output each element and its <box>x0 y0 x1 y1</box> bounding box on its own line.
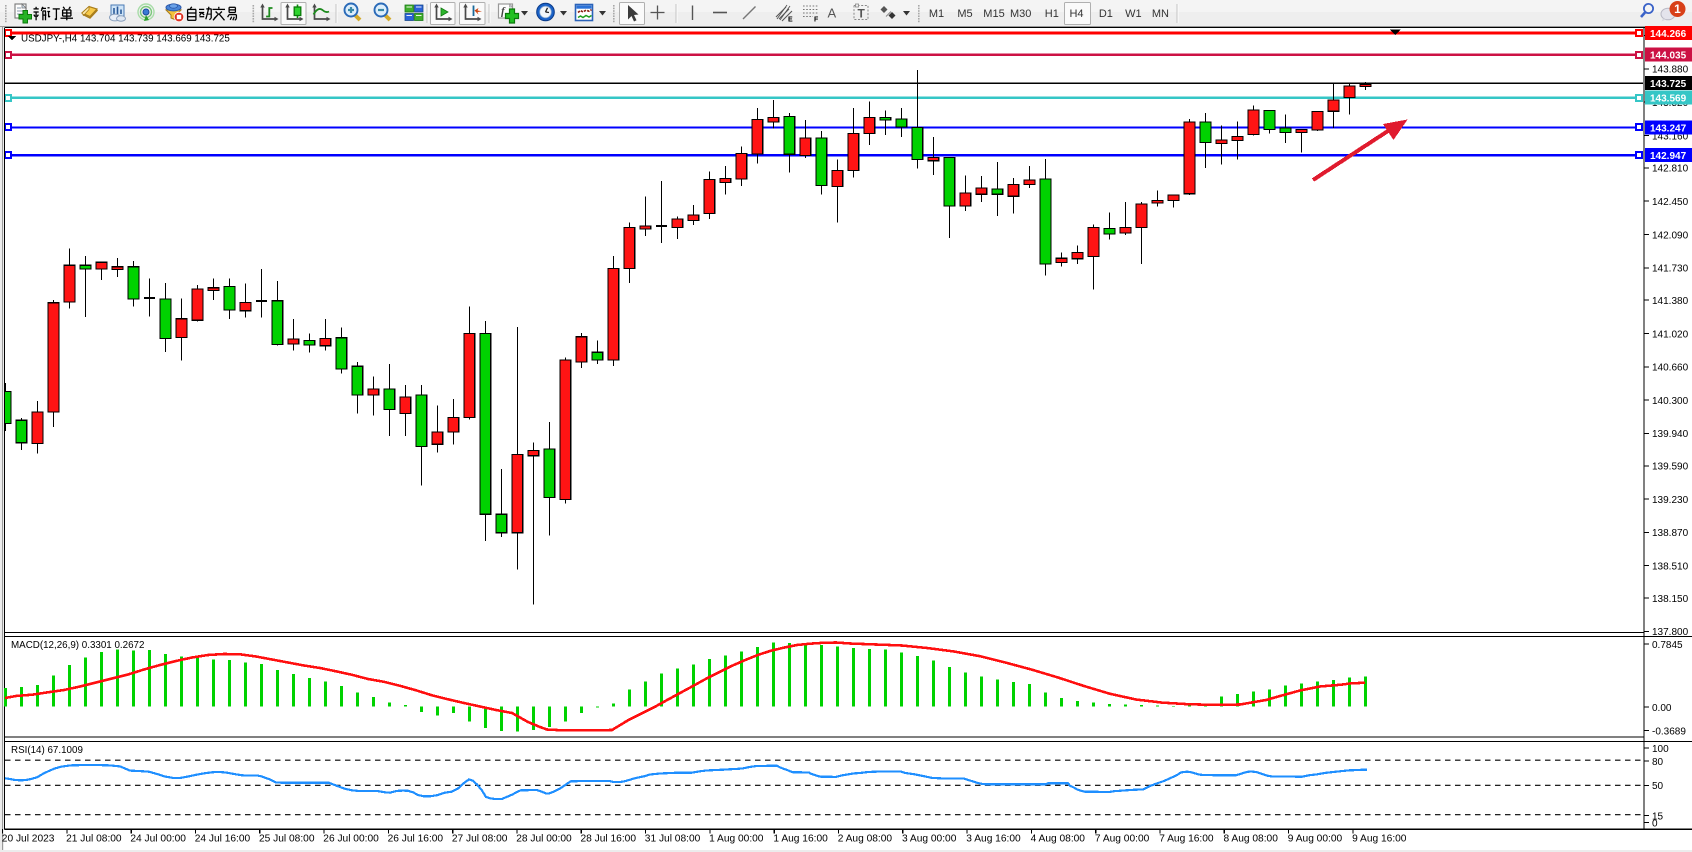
svg-text:0: 0 <box>1652 818 1658 829</box>
svg-text:24 Jul 16:00: 24 Jul 16:00 <box>195 834 251 845</box>
svg-text:138.510: 138.510 <box>1652 562 1689 573</box>
svg-text:MN: MN <box>1152 8 1169 20</box>
svg-text:141.730: 141.730 <box>1652 264 1689 275</box>
svg-text:8 Aug 08:00: 8 Aug 08:00 <box>1224 834 1279 845</box>
svg-text:USDJPY-,H4 143.704 143.739 14: USDJPY-,H4 143.704 143.739 143.669 143.7… <box>21 34 230 45</box>
svg-text:D1: D1 <box>1099 8 1113 20</box>
svg-text:3 Aug 16:00: 3 Aug 16:00 <box>966 834 1021 845</box>
svg-text:143.725: 143.725 <box>1650 79 1687 90</box>
svg-text:0.7845: 0.7845 <box>1652 640 1683 651</box>
svg-text:H1: H1 <box>1045 8 1059 20</box>
svg-text:138.870: 138.870 <box>1652 528 1689 539</box>
svg-text:139.230: 139.230 <box>1652 495 1689 506</box>
svg-text:9 Aug 16:00: 9 Aug 16:00 <box>1352 834 1407 845</box>
svg-text:-0.3689: -0.3689 <box>1652 726 1686 737</box>
svg-text:142.810: 142.810 <box>1652 164 1689 175</box>
svg-text:H4: H4 <box>1069 8 1083 20</box>
svg-text:143.880: 143.880 <box>1652 65 1689 76</box>
svg-text:2 Aug 08:00: 2 Aug 08:00 <box>838 834 893 845</box>
svg-text:RSI(14) 67.1009: RSI(14) 67.1009 <box>11 745 83 756</box>
svg-text:15: 15 <box>1652 811 1664 822</box>
svg-text:28 Jul 16:00: 28 Jul 16:00 <box>581 834 637 845</box>
svg-text:141.380: 141.380 <box>1652 296 1689 307</box>
svg-text:MACD(12,26,9) 0.3301 0.2672: MACD(12,26,9) 0.3301 0.2672 <box>11 640 144 651</box>
svg-text:A: A <box>828 6 837 21</box>
svg-text:f: f <box>501 6 506 18</box>
svg-text:50: 50 <box>1652 781 1664 792</box>
svg-text:28 Jul 00:00: 28 Jul 00:00 <box>516 834 572 845</box>
svg-text:137.800: 137.800 <box>1652 627 1689 638</box>
svg-text:31 Jul 08:00: 31 Jul 08:00 <box>645 834 701 845</box>
svg-text:T: T <box>858 7 866 21</box>
svg-text:0.00: 0.00 <box>1652 703 1672 714</box>
svg-text:144.266: 144.266 <box>1650 29 1687 40</box>
svg-text:144.035: 144.035 <box>1650 51 1687 62</box>
svg-text:140.660: 140.660 <box>1652 363 1689 374</box>
svg-text:138.150: 138.150 <box>1652 594 1689 605</box>
svg-text:M1: M1 <box>929 8 944 20</box>
svg-text:20 Jul 2023: 20 Jul 2023 <box>2 834 55 845</box>
svg-text:142.090: 142.090 <box>1652 230 1689 241</box>
svg-text:7 Aug 16:00: 7 Aug 16:00 <box>1159 834 1214 845</box>
svg-text:140.300: 140.300 <box>1652 396 1689 407</box>
svg-text:24 Jul 00:00: 24 Jul 00:00 <box>130 834 186 845</box>
svg-text:80: 80 <box>1652 757 1664 768</box>
svg-text:139.940: 139.940 <box>1652 429 1689 440</box>
svg-text:26 Jul 16:00: 26 Jul 16:00 <box>388 834 444 845</box>
svg-text:3 Aug 00:00: 3 Aug 00:00 <box>902 834 957 845</box>
svg-text:143.569: 143.569 <box>1650 94 1687 105</box>
svg-text:F: F <box>814 17 819 24</box>
svg-text:4 Aug 08:00: 4 Aug 08:00 <box>1031 834 1086 845</box>
svg-text:W1: W1 <box>1125 8 1142 20</box>
svg-text:27 Jul 08:00: 27 Jul 08:00 <box>452 834 508 845</box>
svg-text:25 Jul 08:00: 25 Jul 08:00 <box>259 834 315 845</box>
svg-text:100: 100 <box>1652 744 1669 755</box>
svg-text:9 Aug 00:00: 9 Aug 00:00 <box>1288 834 1343 845</box>
svg-text:143.247: 143.247 <box>1650 124 1687 135</box>
svg-text:M5: M5 <box>957 8 972 20</box>
svg-text:1 Aug 16:00: 1 Aug 16:00 <box>773 834 828 845</box>
svg-text:7 Aug 00:00: 7 Aug 00:00 <box>1095 834 1150 845</box>
svg-text:139.590: 139.590 <box>1652 462 1689 473</box>
svg-text:1: 1 <box>1674 2 1681 16</box>
svg-text:1 Aug 00:00: 1 Aug 00:00 <box>709 834 764 845</box>
svg-text:26 Jul 00:00: 26 Jul 00:00 <box>323 834 379 845</box>
svg-text:M30: M30 <box>1010 8 1031 20</box>
svg-text:142.450: 142.450 <box>1652 197 1689 208</box>
svg-text:141.020: 141.020 <box>1652 329 1689 340</box>
svg-text:21 Jul 08:00: 21 Jul 08:00 <box>66 834 122 845</box>
svg-text:142.947: 142.947 <box>1650 151 1687 162</box>
svg-text:E: E <box>788 17 793 24</box>
svg-text:M15: M15 <box>983 8 1004 20</box>
svg-text:143.160: 143.160 <box>1652 131 1689 142</box>
